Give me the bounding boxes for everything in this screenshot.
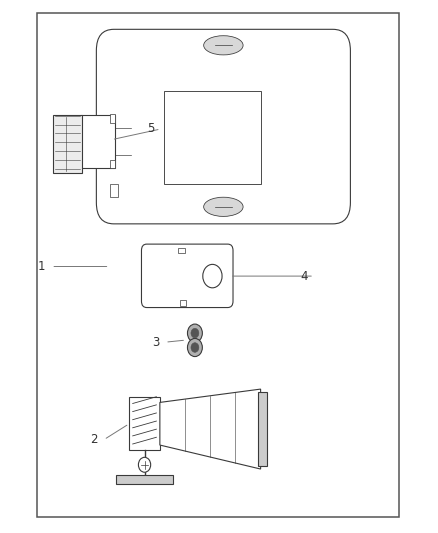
Bar [110,114,115,123]
FancyBboxPatch shape [96,29,350,224]
Bar [129,397,160,450]
Bar [178,248,185,253]
Bar [53,115,82,173]
Bar [37,13,399,517]
Bar [81,115,115,168]
Bar [110,184,118,197]
Bar [116,475,173,484]
Circle shape [187,324,202,342]
Circle shape [203,264,222,288]
Bar [164,91,261,184]
Circle shape [191,343,199,352]
Ellipse shape [204,197,243,216]
Text: 1: 1 [38,260,46,273]
Circle shape [191,328,199,338]
Ellipse shape [204,36,243,55]
Bar [180,300,186,306]
Text: 2: 2 [90,433,98,446]
Bar [110,160,115,168]
Text: 4: 4 [300,270,308,282]
Bar [258,392,267,466]
Polygon shape [160,389,261,469]
Text: 3: 3 [152,336,159,349]
Circle shape [138,457,151,472]
Text: 5: 5 [148,123,155,135]
Circle shape [187,338,202,357]
FancyBboxPatch shape [141,244,233,308]
